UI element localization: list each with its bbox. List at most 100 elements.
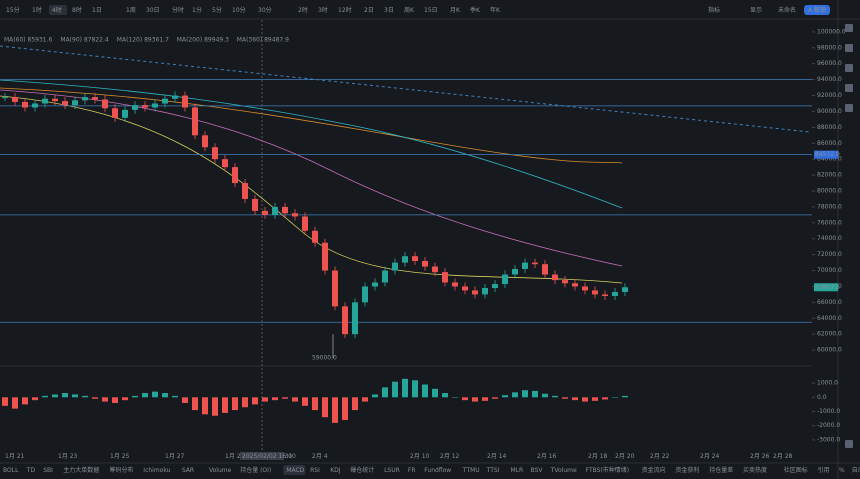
interval[interactable]: 5分 (212, 6, 222, 14)
indicator-tab[interactable]: Ichimoku (143, 467, 170, 474)
candle (262, 210, 268, 215)
icon[interactable] (845, 64, 853, 72)
indicator-tab[interactable]: Volume (209, 467, 232, 474)
interval[interactable]: 3时 (318, 6, 328, 14)
interval[interactable]: 1时 (32, 6, 42, 14)
indicator-tab[interactable]: 主力大单数据 (63, 466, 99, 474)
candle (302, 216, 308, 231)
indicator-tab[interactable]: 持仓量差 (709, 466, 733, 474)
indicator-tab[interactable]: 引用 (818, 466, 830, 474)
interval[interactable]: 8时 (72, 6, 82, 14)
macd-bar (362, 397, 368, 402)
macd-bar (292, 397, 298, 402)
candle (592, 290, 598, 295)
macd-bar (62, 393, 68, 398)
indicator-tab[interactable]: 持仓量 (OI) (240, 466, 271, 474)
interval[interactable]: 1日 (92, 7, 102, 14)
indicator-tab[interactable]: 买卖热度 (743, 466, 767, 474)
indicator-tab[interactable]: SBI (43, 467, 53, 474)
ma-lines (0, 79, 623, 284)
indicator-tab[interactable]: FTBS(市种情绪) (586, 466, 630, 474)
macd-bar (452, 397, 458, 398)
macd-bar (342, 397, 348, 421)
indicator-tab[interactable]: MLR (511, 467, 524, 474)
indicator-tab[interactable]: TVolume (550, 467, 577, 474)
toolbar-item[interactable]: 未命名 (778, 6, 796, 14)
interval[interactable]: 周K (404, 7, 415, 14)
icon[interactable] (845, 104, 853, 112)
interval[interactable]: 2日 (364, 7, 374, 14)
macd-bar (232, 397, 238, 411)
interval[interactable]: 12时 (338, 6, 352, 14)
interval[interactable]: 4时 (52, 6, 62, 14)
toolbar-item[interactable]: 指标 (708, 6, 720, 14)
macd-bar (182, 397, 188, 403)
indicator-tab[interactable]: LSUR (384, 467, 400, 474)
indicator-tab[interactable]: BOLL (3, 467, 19, 474)
trend-line (0, 45, 811, 133)
macd-bar (462, 397, 468, 401)
interval[interactable]: 3日 (384, 7, 394, 14)
interval[interactable]: 30分 (258, 6, 272, 14)
indicator-tab[interactable]: SAR (182, 467, 194, 474)
indicator-tab[interactable]: MACD (286, 467, 304, 474)
ma-legend-item: MA(60) 85931.6 (4, 37, 52, 44)
icon[interactable] (845, 24, 853, 32)
price-tag (814, 150, 838, 159)
indicator-tab[interactable]: 资金流向 (642, 466, 666, 474)
interval[interactable]: 15分 (6, 6, 20, 14)
interval[interactable]: 30日 (146, 7, 160, 14)
interval[interactable]: 季K (470, 6, 481, 14)
y-tick-label: 84000.0 (817, 156, 842, 163)
right-icons (845, 24, 853, 448)
x-tick-label: 1月 27 (165, 453, 185, 460)
x-tick-label: 1月 21 (5, 453, 25, 460)
interval[interactable]: 1周 (126, 7, 136, 14)
indicator-tab[interactable]: RSI (310, 467, 320, 474)
icon[interactable] (845, 84, 853, 92)
candle (332, 270, 338, 307)
interval[interactable]: 15日 (424, 7, 438, 14)
macd-bar (562, 397, 568, 399)
indicator-tab[interactable]: 社区图标 (784, 466, 808, 474)
y-tick-label: -2000.0 (817, 422, 840, 429)
toolbar-item[interactable]: A 解锁 (808, 6, 826, 14)
macd-bar (382, 387, 388, 398)
indicator-tab[interactable]: TTSI (486, 467, 500, 474)
macd-bar (172, 395, 178, 398)
x-tick-label: 1月 29 (225, 453, 245, 460)
candle (162, 98, 168, 104)
y-tick-label: 100000.0 (817, 28, 846, 35)
y-tick-label: 92000.0 (817, 92, 842, 99)
toolbar-item[interactable]: 显示 (750, 7, 762, 14)
indicator-tab[interactable]: BSV (531, 467, 544, 474)
interval[interactable]: 月K (450, 7, 461, 14)
indicator-tab[interactable]: FR (408, 467, 416, 474)
indicator-tab[interactable]: TTMU (462, 467, 480, 474)
icon[interactable] (845, 44, 853, 52)
interval[interactable]: 10分 (232, 6, 246, 14)
y-tick-label: 94000.0 (817, 76, 842, 83)
candle (122, 109, 128, 118)
interval[interactable]: 分时 (172, 6, 184, 14)
indicator-tab[interactable]: TD (26, 467, 36, 474)
interval[interactable]: 年K (490, 6, 501, 14)
ma-legend-item: MA(200) 89949.3 (177, 37, 229, 44)
candle (472, 290, 478, 295)
y-tick-label: 80000.0 (817, 188, 842, 195)
macd-bar (612, 397, 618, 398)
indicator-tab[interactable]: KDJ (330, 467, 341, 474)
interval[interactable]: 1分 (192, 6, 202, 14)
indicator-tab[interactable]: 筹码分布 (110, 466, 134, 474)
indicator-tab[interactable]: 自动 (852, 466, 860, 474)
icon[interactable] (845, 440, 853, 448)
interval[interactable]: 2时 (298, 6, 308, 14)
indicator-tab[interactable]: 资金获利 (675, 466, 699, 474)
macd-bar (372, 394, 378, 398)
candle (422, 261, 428, 267)
candle (12, 97, 18, 102)
indicator-tab[interactable]: % (839, 467, 845, 474)
indicator-tab[interactable]: Fundflow (424, 467, 451, 474)
indicator-tab[interactable]: 爆仓统计 (350, 466, 374, 474)
